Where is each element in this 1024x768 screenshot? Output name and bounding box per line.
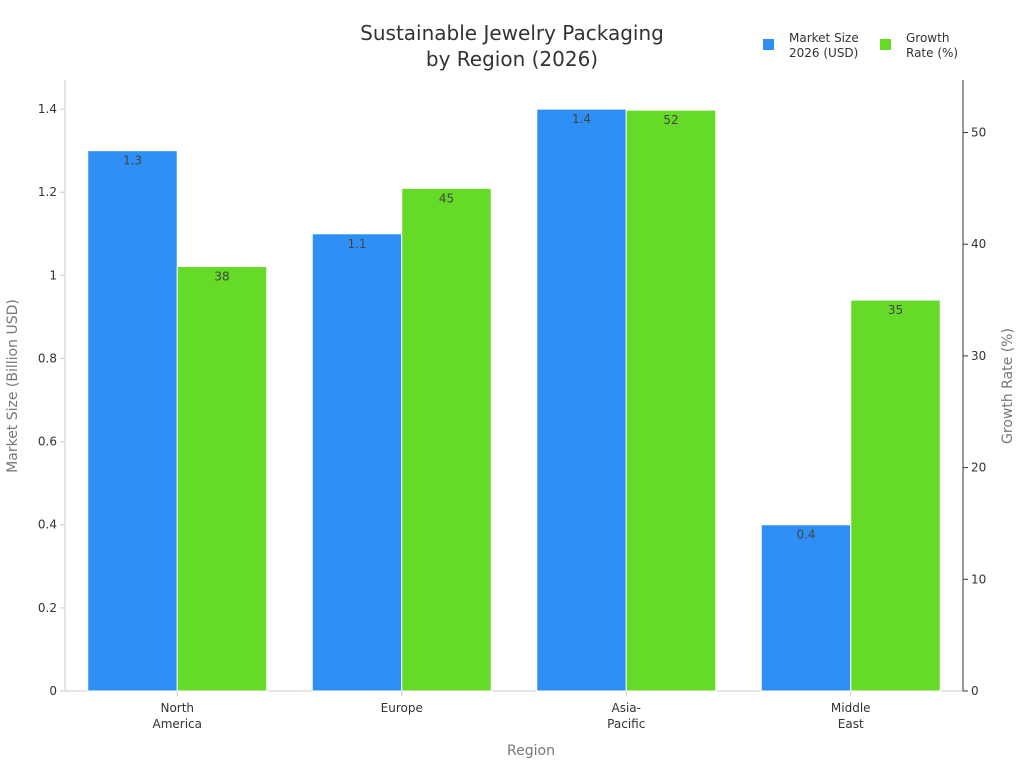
y2-tick-label: 20 bbox=[971, 461, 986, 475]
x-tick-label: Middle bbox=[831, 701, 871, 715]
chart-title-line-1: Sustainable Jewelry Packaging bbox=[360, 21, 664, 45]
legend-label-growth-rate-line-1: Growth bbox=[906, 31, 949, 45]
bar-growth-rate bbox=[625, 109, 717, 692]
x-axis-title: Region bbox=[507, 743, 555, 759]
y-tick-label: 0 bbox=[49, 684, 57, 698]
bar-growth-rate bbox=[850, 299, 941, 692]
y2-axis-title: Growth Rate (%) bbox=[1000, 328, 1016, 444]
chart-title-line-2: by Region (2026) bbox=[426, 47, 598, 71]
bar-label-growth-rate: 38 bbox=[214, 270, 229, 284]
x-tick-label: Pacific bbox=[607, 717, 645, 731]
bar-market-size bbox=[760, 524, 852, 692]
bar-market-size bbox=[536, 108, 627, 692]
y-tick-label: 0.4 bbox=[38, 518, 57, 532]
y-axis-title: Market Size (Billion USD) bbox=[5, 299, 21, 473]
x-tick-label: Asia- bbox=[612, 701, 641, 715]
y-tick-label: 0.6 bbox=[38, 435, 57, 449]
legend: Market Size 2026 (USD) Growth Rate (%) bbox=[763, 31, 958, 60]
y-tick-label: 1 bbox=[49, 268, 57, 282]
y-tick-label: 0.8 bbox=[38, 351, 57, 365]
y2-tick-label: 10 bbox=[971, 572, 986, 586]
y2-tick-label: 40 bbox=[971, 237, 986, 251]
x-tick-label: America bbox=[153, 717, 203, 731]
bar-growth-rate bbox=[401, 187, 492, 692]
bar-growth-rate bbox=[176, 266, 268, 692]
y-tick-label: 1.2 bbox=[38, 185, 57, 199]
bar-label-growth-rate: 45 bbox=[439, 191, 454, 205]
y2-tick-label: 50 bbox=[971, 125, 986, 139]
y2-tick-label: 30 bbox=[971, 349, 986, 363]
y2-tick-label: 0 bbox=[971, 684, 979, 698]
x-tick-label: North bbox=[160, 701, 194, 715]
bar-label-market-size: 1.4 bbox=[572, 112, 591, 126]
bar-market-size bbox=[311, 233, 403, 692]
y-tick-label: 1.4 bbox=[38, 102, 57, 116]
plot-area: 0 0.2 0.4 0.6 0.8 1 1.2 1.4 0 10 20 30 40 50 1.3 38 Nort… bbox=[38, 80, 986, 731]
legend-swatch-growth-rate bbox=[880, 39, 891, 50]
y-tick-label: 0.2 bbox=[38, 601, 57, 615]
x-tick-label: Europe bbox=[381, 701, 423, 715]
x-tick-label: East bbox=[838, 717, 864, 731]
legend-swatch-market-size bbox=[763, 39, 774, 50]
legend-label-growth-rate-line-2: Rate (%) bbox=[906, 46, 958, 60]
legend-label-market-size-line-2: 2026 (USD) bbox=[789, 46, 858, 60]
bar-label-market-size: 0.4 bbox=[796, 528, 815, 542]
chart-title: Sustainable Jewelry Packaging by Region … bbox=[360, 21, 664, 71]
bar-market-size bbox=[87, 150, 178, 692]
bar-label-growth-rate: 35 bbox=[888, 303, 903, 317]
legend-label-market-size-line-1: Market Size bbox=[789, 31, 859, 45]
bar-label-market-size: 1.1 bbox=[347, 237, 366, 251]
bar-label-market-size: 1.3 bbox=[123, 154, 142, 168]
bar-label-growth-rate: 52 bbox=[663, 113, 678, 127]
